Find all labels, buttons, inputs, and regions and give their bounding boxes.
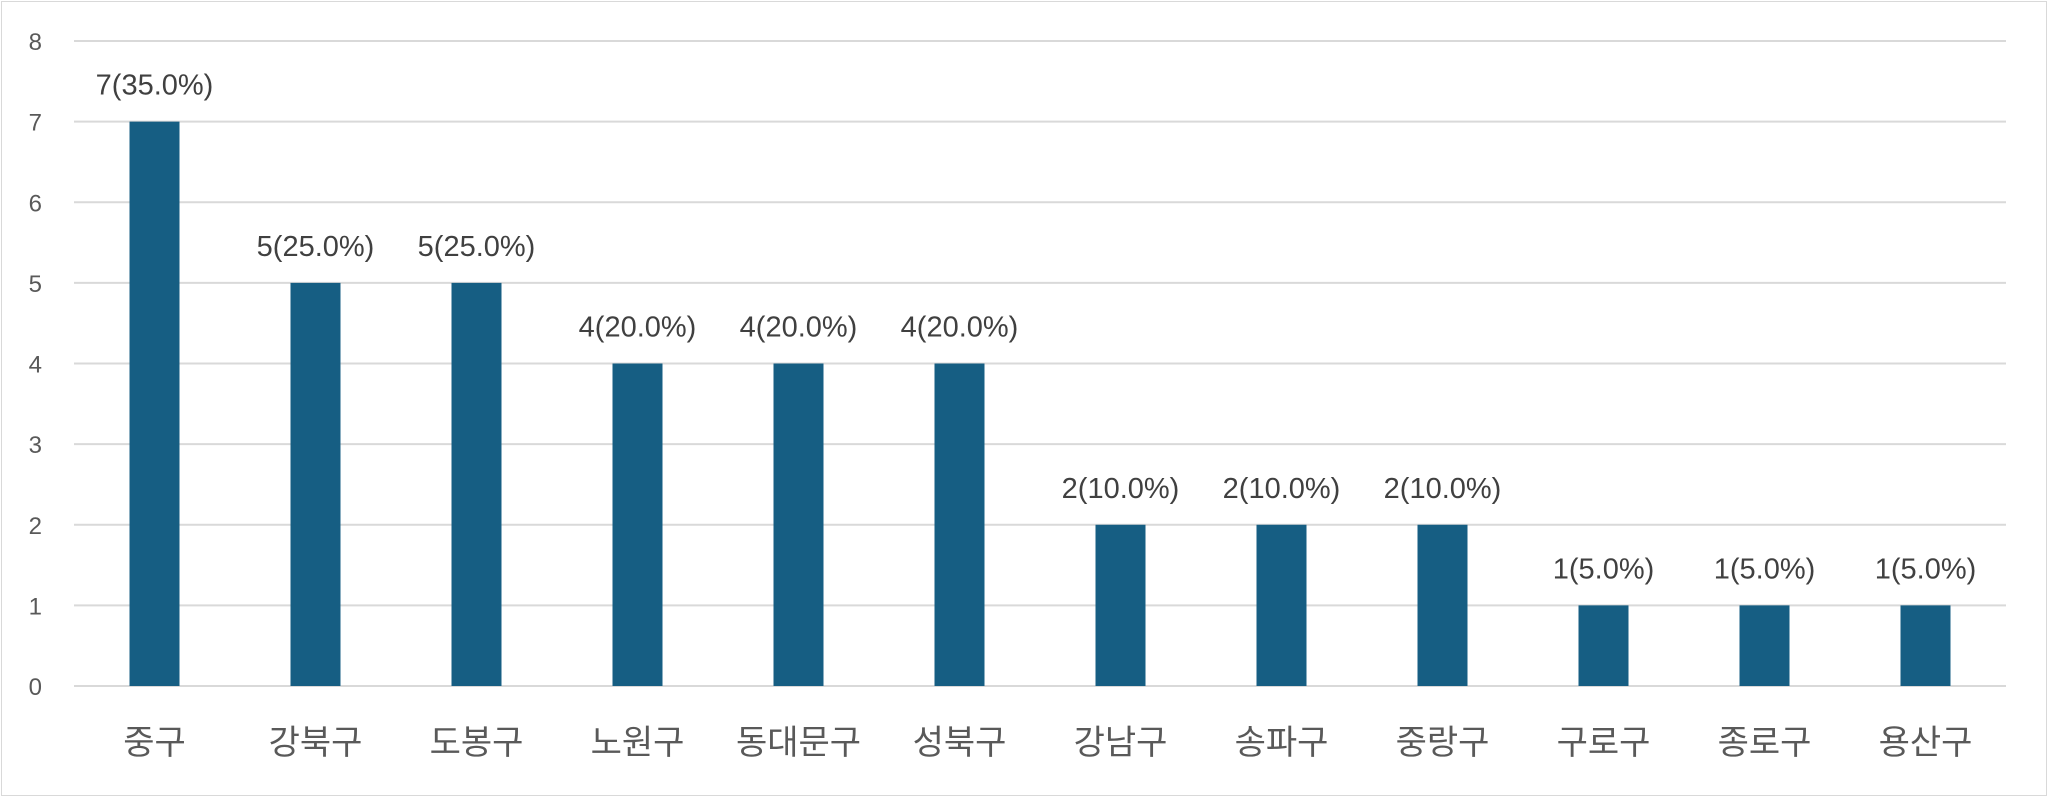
x-category-label: 종로구 <box>1718 723 1812 763</box>
x-category-label: 용산구 <box>1879 723 1973 763</box>
y-tick-label: 2 <box>29 513 42 540</box>
data-label: 5(25.0%) <box>257 231 375 263</box>
data-label: 5(25.0%) <box>418 231 536 263</box>
bar <box>1095 524 1146 686</box>
x-category-label: 송파구 <box>1235 723 1329 763</box>
data-label: 7(35.0%) <box>96 70 214 102</box>
data-label: 2(10.0%) <box>1223 473 1341 505</box>
bar <box>1578 605 1629 686</box>
x-category-label: 구로구 <box>1557 723 1651 763</box>
bar <box>1417 524 1468 686</box>
data-labels: 7(35.0%) 5(25.0%) 5(25.0%) 4(20.0%) 4(20.0%)… <box>96 70 1977 586</box>
y-tick-label: 3 <box>29 432 42 459</box>
y-tick-label: 6 <box>29 190 42 217</box>
bars <box>129 121 1951 686</box>
x-axis: 중구 강북구 도봉구 노원구 동대문구 성북구 강남구 송파구 중랑구 구로구 종로구 용산구 <box>123 723 1972 763</box>
bar <box>612 363 663 686</box>
y-tick-label: 4 <box>29 352 42 379</box>
bar <box>129 121 180 686</box>
x-category-label: 동대문구 <box>736 723 861 763</box>
x-category-label: 도봉구 <box>430 723 524 763</box>
y-tick-label: 8 <box>29 29 42 56</box>
bar <box>451 282 502 686</box>
bar <box>934 363 985 686</box>
data-label: 1(5.0%) <box>1553 553 1655 585</box>
x-category-label: 중구 <box>123 723 186 763</box>
x-category-label: 강북구 <box>269 723 363 763</box>
y-tick-label: 1 <box>29 593 42 620</box>
x-category-label: 중랑구 <box>1396 723 1490 763</box>
bar <box>1739 605 1790 686</box>
bar <box>773 363 824 686</box>
data-label: 2(10.0%) <box>1062 473 1180 505</box>
data-label: 2(10.0%) <box>1384 473 1502 505</box>
data-label: 4(20.0%) <box>740 312 858 344</box>
data-label: 4(20.0%) <box>579 312 697 344</box>
gridlines <box>74 40 2006 687</box>
y-tick-label: 5 <box>29 271 42 298</box>
y-tick-label: 0 <box>29 674 42 701</box>
data-label: 1(5.0%) <box>1875 553 1977 585</box>
bar <box>1900 605 1951 686</box>
data-label: 4(20.0%) <box>901 312 1019 344</box>
bar <box>290 282 341 686</box>
y-tick-label: 7 <box>29 110 42 137</box>
bar <box>1256 524 1307 686</box>
x-category-label: 성북구 <box>913 723 1007 763</box>
x-category-label: 노원구 <box>591 723 685 763</box>
x-category-label: 강남구 <box>1074 723 1168 763</box>
y-axis: 0 1 2 3 4 5 6 7 8 <box>29 29 42 701</box>
data-label: 1(5.0%) <box>1714 553 1816 585</box>
